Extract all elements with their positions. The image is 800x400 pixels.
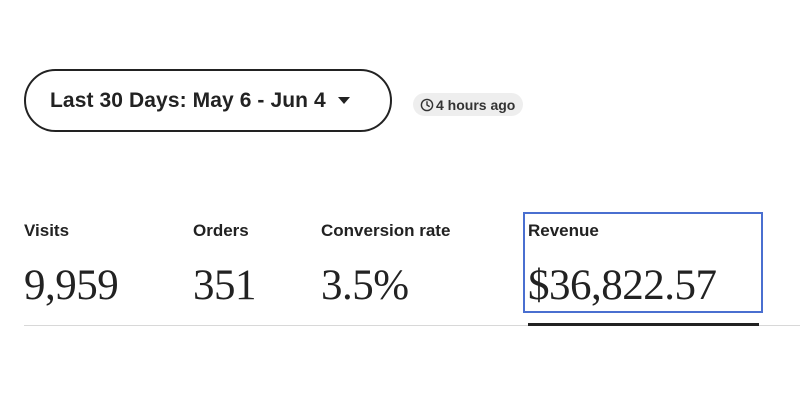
date-range-dropdown[interactable]: Last 30 Days: May 6 - Jun 4 [24,69,392,132]
stat-value: $36,822.57 [528,262,717,309]
last-updated-badge: 4 hours ago [413,93,524,116]
stats-divider [24,325,800,326]
stat-value: 3.5% [321,262,409,309]
stat-label: Orders [193,221,249,240]
last-updated-text: 4 hours ago [436,96,516,113]
caret-down-icon [337,97,350,104]
clock-icon [420,98,434,111]
stat-label: Conversion rate [321,221,451,240]
stat-orders[interactable]: Orders 351 [193,218,257,312]
revenue-selection-box [523,212,763,313]
stat-value: 351 [193,262,257,309]
stat-visits[interactable]: Visits 9,959 [24,218,119,312]
stat-revenue[interactable]: Revenue $36,822.57 [528,218,717,312]
date-range-label: Last 30 Days: May 6 - Jun 4 [50,88,326,112]
stat-value: 9,959 [24,262,119,309]
stats-row: Visits 9,959 Orders 351 Conversion rate … [0,218,800,328]
stat-label: Visits [24,221,70,240]
active-tab-underline [528,323,759,326]
stat-conversion-rate[interactable]: Conversion rate 3.5% [321,218,450,312]
stat-label: Revenue [528,221,599,240]
